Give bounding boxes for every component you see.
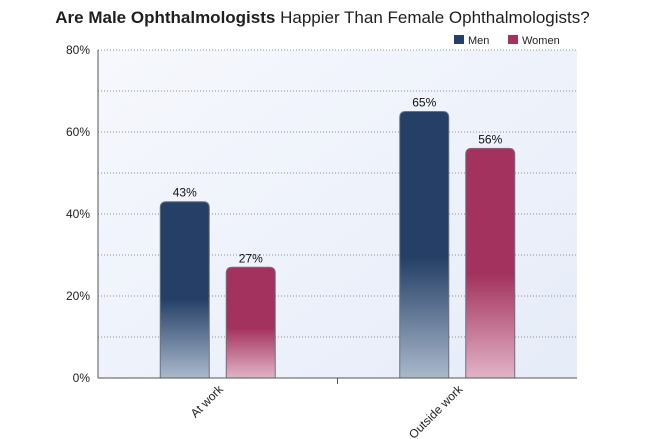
bar-men-2 [399, 111, 450, 379]
legend-label-women: Women [522, 35, 560, 47]
x-axis: At work Outside work [98, 377, 577, 439]
y-axis: 0% 20% 40% 60% 80% [66, 43, 99, 385]
chart-title-rest: Happier Than Female Ophthalmologists? [280, 8, 590, 27]
chart-title-bold: Are Male Ophthalmologists [55, 8, 276, 27]
data-label: 65% [412, 96, 436, 110]
legend-swatch-women [508, 35, 518, 44]
legend: Men Women [454, 35, 560, 47]
data-label: 43% [173, 186, 197, 200]
y-tick-label: 80% [66, 43, 90, 57]
data-label: 56% [478, 132, 502, 146]
chart-title: Are Male Ophthalmologists Happier Than F… [0, 8, 645, 28]
bar-women-1 [225, 266, 276, 379]
y-tick-label: 40% [66, 207, 90, 221]
legend-label-men: Men [468, 35, 489, 47]
bars: 43% 27% 65% 56% [159, 96, 516, 379]
y-tick-label: 0% [73, 371, 91, 385]
y-tick-label: 20% [66, 289, 90, 303]
bar-women-2 [465, 147, 516, 379]
data-label: 27% [239, 251, 263, 265]
bar-men-1 [159, 201, 210, 379]
x-tick-label: Outside work [406, 382, 466, 439]
x-tick-label: At work [188, 382, 227, 421]
legend-swatch-men [454, 35, 464, 44]
y-tick-label: 60% [66, 125, 90, 139]
